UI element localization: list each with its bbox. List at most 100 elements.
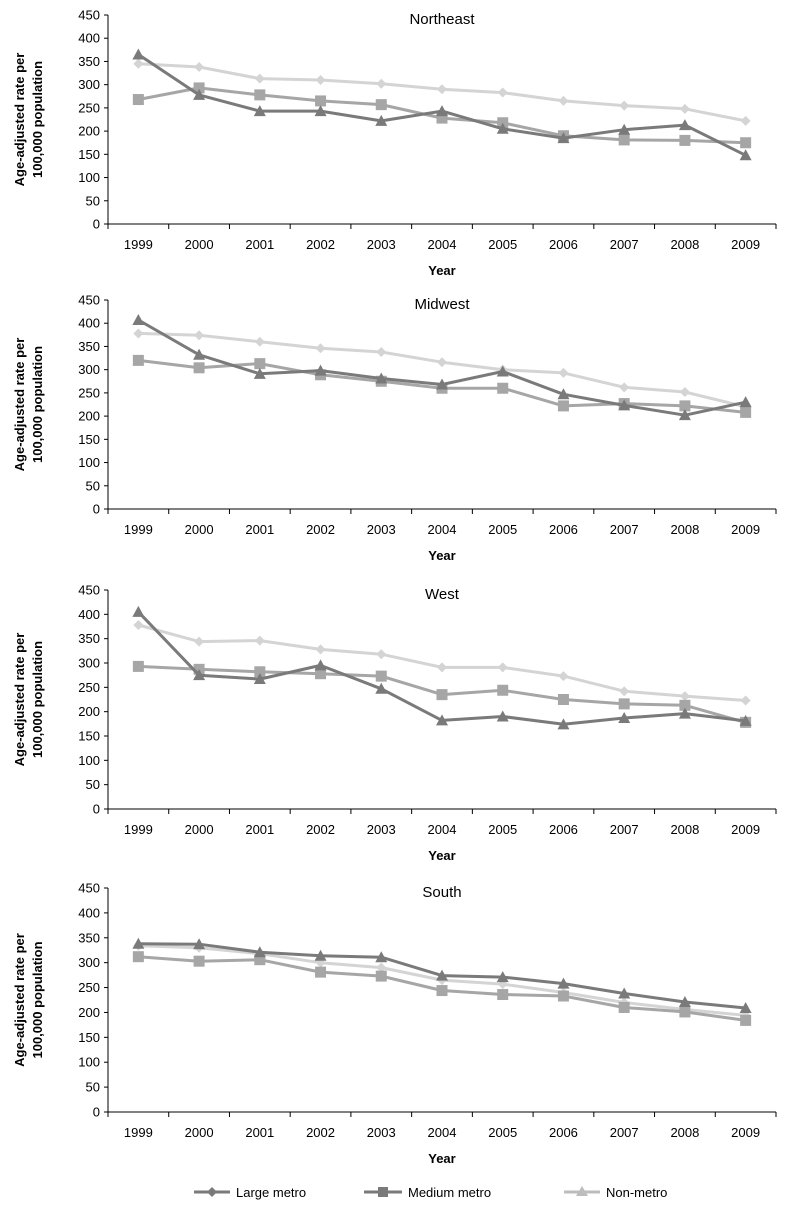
data-point-large-metro (739, 714, 752, 726)
y-tick-label: 350 (78, 631, 100, 646)
data-point-medium-metro (132, 354, 144, 366)
data-point-medium-metro (618, 1001, 630, 1013)
x-tick-label: 2008 (670, 237, 699, 252)
y-tick-label: 250 (78, 100, 100, 115)
x-tick-label: 2008 (670, 1125, 699, 1140)
data-point-non-metro (619, 686, 630, 697)
y-tick-label: 0 (93, 502, 100, 517)
data-point-large-metro (375, 682, 388, 694)
data-point-non-metro (133, 328, 144, 339)
x-tick-label: 2009 (731, 1125, 760, 1140)
y-tick-label: 350 (78, 54, 100, 69)
data-point-medium-metro (375, 670, 387, 682)
data-point-large-metro (436, 105, 448, 117)
data-point-non-metro (254, 73, 265, 84)
data-point-non-metro (619, 382, 630, 393)
data-point-non-metro (437, 357, 447, 368)
data-point-non-metro (558, 95, 569, 106)
data-point-large-metro (739, 1001, 752, 1013)
data-point-non-metro (376, 649, 387, 660)
x-tick-label: 2005 (488, 1125, 517, 1140)
x-axis-title: Year (428, 548, 455, 563)
data-point-medium-metro (132, 951, 144, 963)
x-tick-label: 2002 (306, 1125, 335, 1140)
data-point-large-metro (193, 348, 206, 360)
series-medium-metro (132, 82, 752, 149)
y-tick-label: 50 (86, 1080, 100, 1095)
legend: Large metro Medium metro Non-metro (194, 1185, 667, 1200)
data-point-medium-metro (315, 95, 327, 107)
x-tick-label: 2009 (731, 522, 760, 537)
data-point-medium-metro (254, 954, 266, 966)
data-point-large-metro (132, 313, 145, 325)
data-point-large-metro (375, 951, 388, 963)
data-point-non-metro (315, 644, 326, 655)
x-tick-label: 2008 (670, 522, 699, 537)
legend-marker-medium-metro (378, 1187, 388, 1197)
data-point-non-metro (315, 75, 326, 86)
panel-title: Northeast (409, 11, 475, 28)
x-tick-label: 2004 (428, 1125, 457, 1140)
data-point-large-metro (253, 946, 266, 958)
data-point-non-metro (376, 962, 387, 973)
data-point-medium-metro (436, 112, 448, 124)
y-tick-label: 150 (78, 432, 100, 447)
y-axis-title-line1: Age-adjusted rate per (12, 933, 27, 1067)
data-point-medium-metro (375, 99, 387, 111)
x-tick-label: 2003 (367, 237, 396, 252)
data-point-medium-metro (254, 89, 266, 101)
panel-title: South (422, 884, 461, 901)
data-point-large-metro (253, 673, 266, 685)
x-tick-label: 2003 (367, 522, 396, 537)
data-point-large-metro (618, 399, 631, 411)
y-tick-label: 200 (78, 1005, 100, 1020)
data-point-large-metro (496, 122, 509, 134)
x-tick-label: 2001 (245, 1125, 274, 1140)
data-point-medium-metro (436, 689, 448, 701)
legend-item-medium-metro: Medium metro (364, 1185, 491, 1200)
data-point-large-metro (618, 987, 631, 999)
y-tick-label: 400 (78, 905, 100, 920)
data-point-non-metro (194, 636, 205, 647)
y-tick-label: 100 (78, 170, 100, 185)
y-tick-label: 450 (78, 583, 100, 598)
y-axis-title-line1: Age-adjusted rate per (12, 338, 27, 472)
x-tick-label: 2000 (185, 522, 214, 537)
x-tick-label: 2009 (731, 237, 760, 252)
data-point-medium-metro (497, 117, 509, 129)
x-tick-label: 2004 (428, 237, 457, 252)
x-tick-label: 2005 (488, 522, 517, 537)
series-medium-metro (132, 951, 752, 1026)
x-axis-title: Year (428, 848, 455, 863)
data-point-medium-metro (193, 362, 205, 374)
legend-item-large-metro: Large metro (194, 1185, 306, 1200)
y-tick-label: 300 (78, 955, 100, 970)
data-point-medium-metro (679, 134, 691, 146)
y-tick-label: 250 (78, 680, 100, 695)
x-tick-label: 2007 (610, 237, 639, 252)
x-tick-label: 2007 (610, 522, 639, 537)
series-large-metro (132, 313, 752, 421)
data-point-large-metro (436, 378, 448, 390)
y-tick-label: 300 (78, 77, 100, 92)
y-tick-label: 0 (93, 1105, 100, 1120)
series-large-metro (132, 937, 752, 1013)
y-tick-label: 0 (93, 217, 100, 232)
x-tick-label: 2007 (610, 822, 639, 837)
data-point-large-metro (132, 48, 145, 60)
data-point-large-metro (557, 388, 570, 400)
data-point-non-metro (497, 662, 508, 673)
y-tick-label: 200 (78, 124, 100, 139)
data-point-medium-metro (557, 694, 569, 705)
data-point-non-metro (437, 662, 447, 673)
data-point-large-metro (193, 88, 206, 100)
y-tick-label: 450 (78, 293, 100, 308)
data-point-medium-metro (436, 985, 448, 997)
data-point-non-metro (133, 620, 144, 631)
y-tick-label: 250 (78, 980, 100, 995)
y-tick-label: 200 (78, 409, 100, 424)
data-point-medium-metro (497, 382, 509, 394)
y-tick-label: 300 (78, 362, 100, 377)
